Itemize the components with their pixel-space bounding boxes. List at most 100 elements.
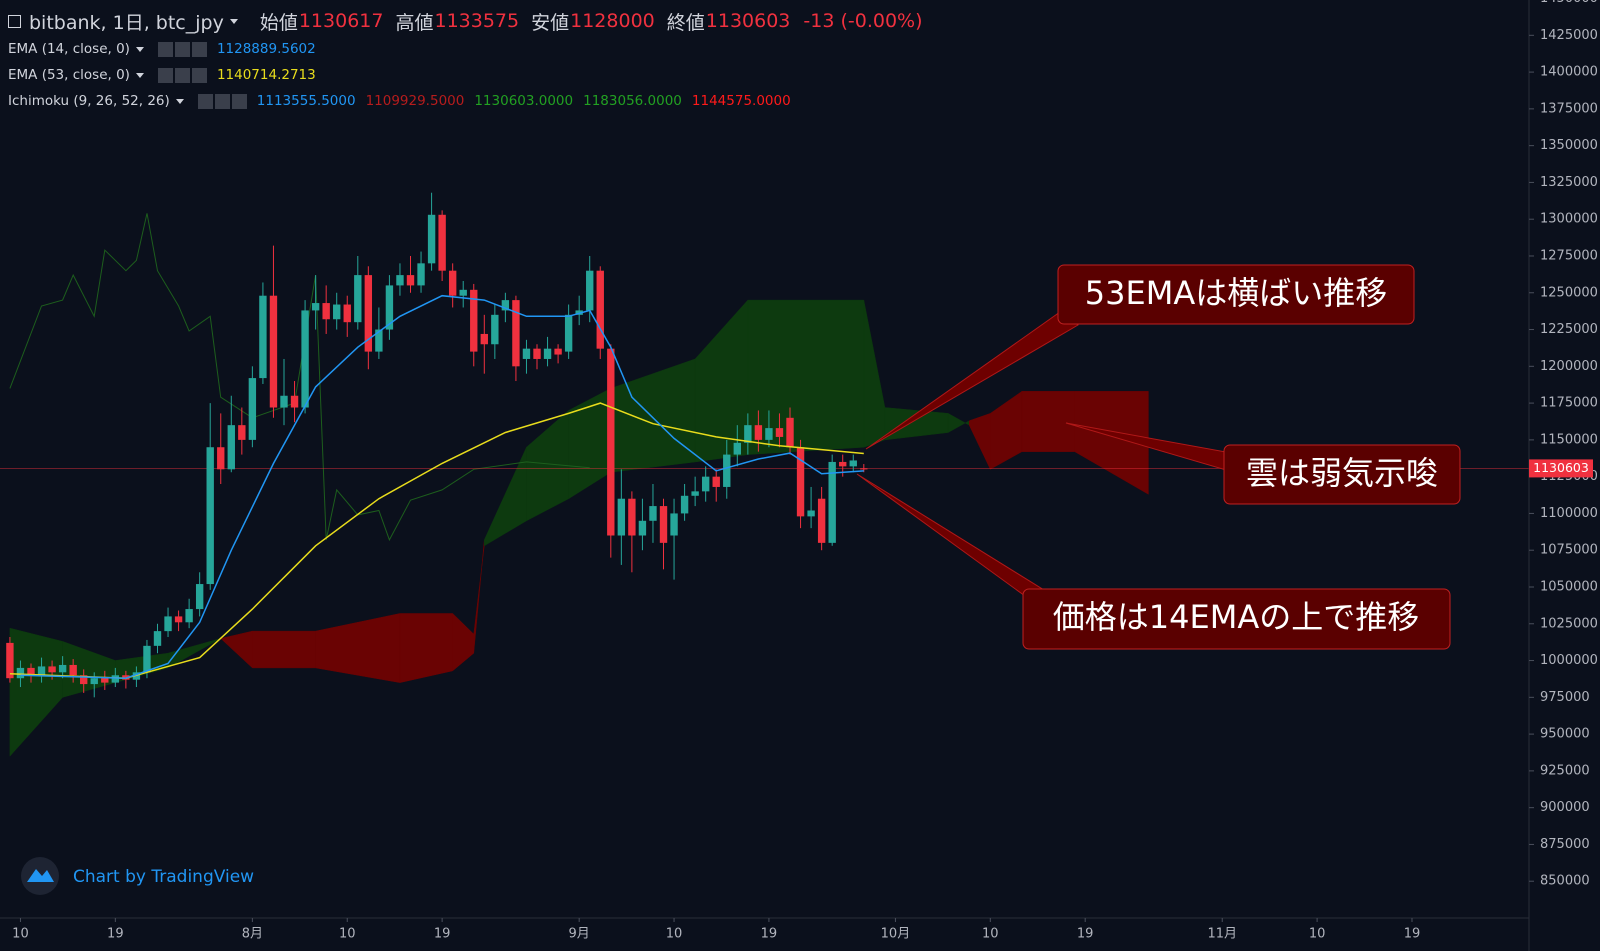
- candle-body: [670, 513, 678, 536]
- icon[interactable]: [174, 67, 190, 83]
- y-tick-label: 1275000: [1540, 248, 1598, 263]
- candle-body: [195, 584, 204, 610]
- candle-body: [143, 645, 151, 673]
- candle-body: [448, 270, 457, 296]
- icon[interactable]: [174, 41, 190, 57]
- icon[interactable]: [157, 41, 173, 57]
- candle-body: [111, 675, 120, 683]
- y-tick-label: 1450000: [1540, 0, 1598, 6]
- icon[interactable]: [191, 41, 207, 57]
- icon[interactable]: [197, 93, 213, 109]
- x-tick-label: 10: [666, 927, 683, 942]
- close-value: 1130603: [705, 10, 791, 32]
- indicator-value: 1109929.5000: [365, 93, 465, 109]
- candle-body: [280, 395, 288, 408]
- watermark: Chart by TradingView: [21, 857, 254, 895]
- candle-body: [385, 285, 394, 330]
- indicator-name[interactable]: Ichimoku (9, 26, 52, 26): [8, 93, 170, 109]
- candle-body: [406, 275, 415, 286]
- candle-body: [259, 295, 267, 379]
- close-label: 終値: [666, 11, 705, 34]
- dropdown-icon[interactable]: [135, 72, 144, 78]
- candle-body: [311, 303, 320, 311]
- candle-body: [586, 270, 594, 311]
- y-tick-label: 950000: [1540, 727, 1590, 742]
- x-tick-label: 19: [107, 927, 124, 942]
- symbol[interactable]: bitbank, 1日, btc_jpy: [29, 11, 224, 34]
- candle-body: [27, 667, 35, 676]
- candle-body: [164, 616, 172, 632]
- candle-body: [301, 310, 309, 408]
- dropdown-icon[interactable]: [135, 46, 144, 52]
- candle-body: [533, 348, 541, 359]
- logo-mark: [27, 869, 54, 882]
- y-tick-label: 875000: [1540, 837, 1590, 852]
- candle-body: [522, 348, 531, 359]
- candle-body: [596, 270, 604, 349]
- y-tick-label: 1250000: [1540, 285, 1598, 300]
- y-tick-label: 1350000: [1540, 138, 1598, 153]
- candle-body: [807, 510, 815, 517]
- candle-body: [617, 498, 626, 536]
- candle-body: [427, 214, 436, 264]
- y-tick-label: 925000: [1540, 763, 1590, 778]
- y-tick-label: 1175000: [1540, 396, 1598, 411]
- indicator-name[interactable]: EMA (14, close, 0): [8, 41, 130, 57]
- indicator-value: 1183056.0000: [583, 93, 682, 109]
- indicator-icons: [157, 67, 209, 83]
- cloud-segment: [252, 630, 316, 669]
- high-label: 高値: [395, 11, 434, 34]
- candle-body: [796, 447, 805, 517]
- x-tick-label: 19: [434, 927, 451, 942]
- x-tick-label: 10: [982, 927, 999, 942]
- candle-body: [375, 329, 383, 352]
- collapse-icon[interactable]: [8, 14, 21, 28]
- y-tick-label: 1100000: [1540, 506, 1598, 521]
- icon[interactable]: [231, 93, 247, 109]
- candle-body: [480, 333, 488, 345]
- indicator-icons: [197, 93, 249, 109]
- candle-body: [438, 214, 446, 271]
- dropdown-icon[interactable]: [175, 98, 184, 104]
- icon[interactable]: [157, 67, 173, 83]
- annotations: 53EMAは横ばい推移 雲は弱気示唆 価格は14EMAの上で推移: [856, 264, 1461, 650]
- candle-body: [101, 678, 109, 683]
- icon[interactable]: [214, 93, 230, 109]
- dropdown-icon[interactable]: [229, 18, 238, 24]
- candle-body: [733, 442, 741, 455]
- candle-body: [69, 664, 77, 676]
- candle-body: [37, 666, 46, 676]
- candle-body: [543, 348, 552, 359]
- candle-body: [501, 300, 510, 311]
- candle-body: [628, 498, 636, 536]
- candle-body: [828, 461, 836, 543]
- low-label: 安値: [531, 11, 570, 34]
- y-tick-label: 975000: [1540, 690, 1590, 705]
- x-tick-label: 19: [761, 927, 778, 942]
- annotation-text: 53EMAは横ばい推移: [1085, 274, 1387, 312]
- indicator-name[interactable]: EMA (53, close, 0): [8, 67, 130, 83]
- candle-body: [48, 666, 56, 673]
- y-tick-label: 1150000: [1540, 432, 1598, 447]
- candle-body: [217, 447, 225, 470]
- candle-body: [396, 275, 404, 286]
- candle-body: [238, 425, 246, 440]
- icon[interactable]: [191, 67, 207, 83]
- x-tick-label: 11月: [1207, 927, 1237, 942]
- y-tick-label: 1300000: [1540, 212, 1598, 227]
- callout-box: [1022, 588, 1451, 650]
- x-tick-label: 10: [1309, 927, 1326, 942]
- candle-body: [333, 304, 341, 320]
- open-value: 1130617: [298, 10, 384, 32]
- y-tick-label: 1050000: [1540, 579, 1598, 594]
- indicator-value: 1128889.5602: [216, 41, 316, 57]
- open-label: 始値: [259, 11, 298, 34]
- candle-body: [817, 498, 826, 543]
- y-tick-label: 1325000: [1540, 175, 1598, 190]
- y-tick-label: 1025000: [1540, 616, 1598, 631]
- candle-body: [364, 275, 373, 352]
- candle-body: [153, 631, 162, 646]
- candle-body: [775, 428, 784, 437]
- candle-body: [723, 454, 731, 487]
